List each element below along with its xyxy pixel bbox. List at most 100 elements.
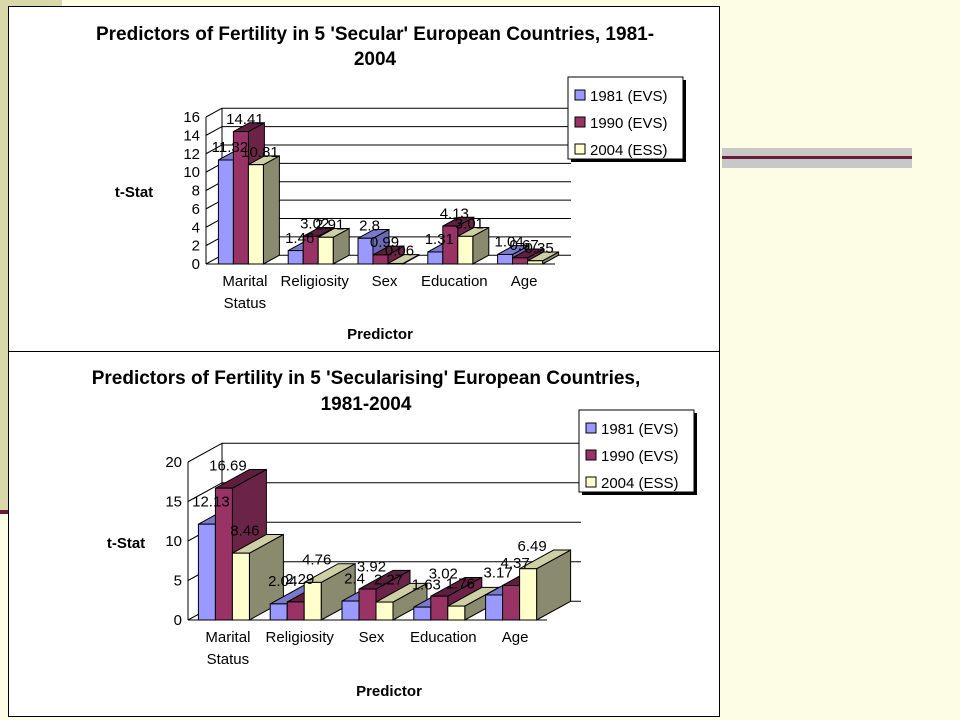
x-tick-label: Education: [410, 629, 477, 646]
x-tick-label: Religiosity: [281, 273, 350, 290]
data-label: 0.35: [524, 240, 553, 257]
bar-front: [485, 594, 504, 621]
grid-diagonal: [205, 107, 223, 118]
bar-front: [247, 164, 264, 265]
y-tick-label: 0: [174, 612, 182, 629]
chart-secularising-panel: Predictors of Fertility in 5 'Secularisi…: [8, 351, 720, 717]
y-tick-label: 8: [192, 183, 200, 200]
bar: [387, 253, 420, 265]
y-tick-label: 16: [183, 109, 200, 126]
bar-front: [197, 523, 216, 621]
data-label: 6.49: [517, 538, 546, 555]
x-axis-label: Predictor: [347, 326, 413, 343]
data-label: 0.99: [370, 234, 399, 251]
bar-front: [497, 253, 514, 265]
chart-secularising: Predictors of Fertility in 5 'Secularisi…: [92, 368, 697, 700]
chart-title: Predictors of Fertility in 5 'Secularisi…: [92, 368, 641, 389]
bar-front: [512, 257, 529, 265]
data-label: 14.41: [226, 111, 264, 128]
bar-front: [217, 159, 234, 265]
legend-label: 1981 (EVS): [590, 88, 668, 105]
bar-front: [387, 262, 404, 265]
y-tick-label: 12: [183, 146, 200, 163]
y-tick-label: 10: [183, 164, 200, 181]
legend: 1981 (EVS) 1990 (EVS) 2004 (ESS): [578, 409, 697, 495]
data-label: 2.04: [268, 573, 297, 590]
grid-diagonal: [205, 126, 223, 136]
chart-secular-panel: Predictors of Fertility in 5 'Secular' E…: [8, 6, 720, 352]
y-tick-label: 2: [192, 238, 200, 255]
bar-front: [502, 584, 521, 621]
data-label: 8.46: [230, 522, 259, 539]
data-label: 3.02: [300, 215, 329, 232]
x-tick-label: Status: [224, 295, 267, 312]
bar-front: [303, 581, 322, 621]
data-label: 3.02: [429, 565, 458, 582]
bar: [527, 251, 560, 265]
y-tick-label: 10: [165, 533, 182, 550]
legend-label: 2004 (ESS): [601, 475, 679, 492]
data-label: 11.32: [212, 139, 248, 156]
legend-box: [567, 76, 684, 160]
data-label: 1.04: [494, 234, 523, 251]
grid-diagonal: [187, 482, 223, 502]
data-label: 1.31: [425, 231, 454, 248]
data-label: 1.76: [446, 575, 475, 592]
x-tick-label: Age: [511, 273, 538, 290]
y-tick-label: 4: [192, 219, 200, 236]
chart-title-line-2: 2004: [354, 49, 397, 70]
data-label: 4.13: [440, 205, 469, 222]
bar: [457, 226, 490, 265]
y-tick-label: 20: [165, 454, 182, 471]
data-label: 3.01: [455, 216, 484, 233]
bar-front: [430, 595, 449, 621]
bar-front: [231, 552, 250, 621]
bar-side: [262, 155, 280, 265]
legend-label: 2004 (ESS): [590, 142, 668, 159]
grid-diagonal: [187, 442, 223, 463]
bar: [231, 533, 284, 621]
chart-title: Predictors of Fertility in 5 'Secular' E…: [96, 24, 654, 45]
slide-left-strip-mark: [0, 510, 8, 514]
data-label: 2.4: [344, 570, 365, 587]
bar-front: [358, 588, 377, 621]
chart-title-line-2: 1981-2004: [321, 394, 412, 415]
x-tick-label: Marital: [205, 629, 250, 646]
legend-swatch: [574, 89, 586, 101]
data-label: 0.67: [509, 237, 538, 254]
legend: 1981 (EVS) 1990 (EVS) 2004 (ESS): [567, 76, 686, 162]
x-tick-label: Sex: [359, 629, 385, 646]
data-label: 2.29: [285, 571, 314, 588]
legend-swatch: [574, 116, 586, 128]
legend-swatch: [585, 422, 597, 434]
bar: [519, 549, 572, 621]
data-label: 1.46: [285, 230, 314, 247]
bar-front: [287, 250, 304, 265]
bar-front: [372, 254, 389, 265]
bar-front: [341, 600, 360, 621]
y-tick-label: 0: [192, 256, 200, 273]
bar: [375, 582, 428, 621]
data-label: 12.13: [192, 493, 230, 510]
x-tick-label: Education: [421, 273, 488, 290]
x-tick-label: Status: [207, 651, 250, 668]
x-tick-label: Age: [502, 629, 529, 646]
y-tick-label: 14: [183, 127, 200, 144]
data-label: 16.69: [209, 457, 247, 474]
data-label: 2.27: [374, 571, 403, 588]
y-tick-label: 5: [174, 573, 182, 590]
bar-front: [375, 601, 394, 621]
data-label: 1.63: [412, 576, 441, 593]
data-label: 4.76: [302, 552, 331, 569]
legend-swatch: [585, 449, 597, 461]
legend-label: 1981 (EVS): [601, 421, 679, 438]
x-tick-label: Religiosity: [266, 629, 335, 646]
legend-swatch: [585, 476, 597, 488]
slide-decor-line: [722, 156, 912, 159]
legend-label: 1990 (EVS): [601, 448, 679, 465]
chart-secular: Predictors of Fertility in 5 'Secular' E…: [96, 24, 686, 343]
data-label: 4.37: [500, 555, 529, 572]
bar-front: [357, 237, 374, 265]
bar-front: [447, 605, 466, 621]
data-label: 3.17: [483, 564, 512, 581]
